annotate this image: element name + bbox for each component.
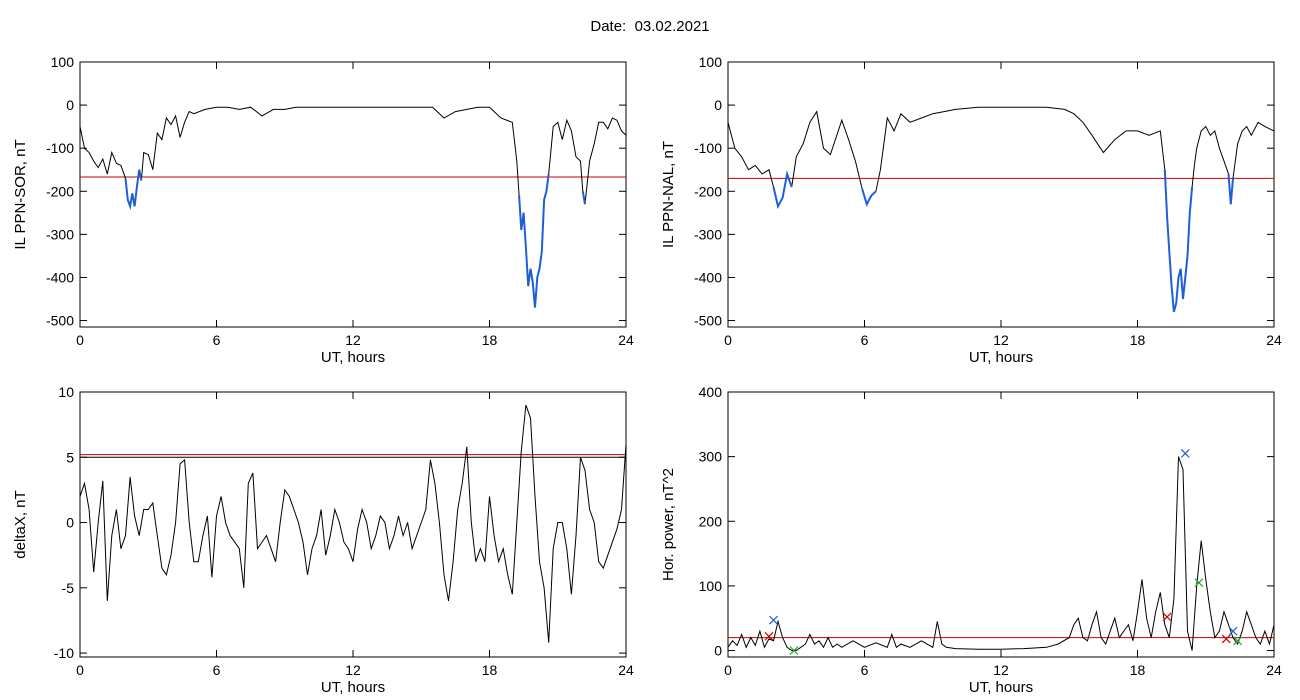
series-line: [80, 404, 626, 643]
x-tick-label: 6: [861, 662, 869, 678]
x-tick-label: 0: [76, 332, 84, 348]
peak-marker: [1228, 626, 1238, 636]
y-tick-label: 200: [699, 513, 723, 529]
peak-marker: [1162, 612, 1172, 622]
y-tick-label: -5: [62, 580, 75, 596]
x-tick-label: 18: [1130, 332, 1146, 348]
peak-marker: [1233, 636, 1243, 646]
chart-panel-1: 0 6 12 18 24 -500 -400 -300 -200 -100 0 100 UT, hour…: [12, 54, 634, 366]
x-tick-label: 18: [482, 332, 498, 348]
series-highlight: [772, 169, 1234, 313]
plot-area: [80, 106, 626, 308]
plot-frame: [79, 391, 627, 658]
y-tick-label: -200: [46, 183, 74, 199]
peak-marker: [769, 615, 778, 625]
x-axis-label: UT, hours: [321, 679, 385, 696]
series-highlight: [124, 169, 586, 308]
chart-panel-4: 0 6 12 18 24 0 100 200 300 400 UT, hours Hor. power…: [660, 384, 1282, 696]
x-tick-label: 0: [724, 332, 732, 348]
y-tick-label: -300: [694, 226, 722, 242]
plot-area: [728, 106, 1274, 313]
y-tick-label: 0: [714, 97, 722, 113]
y-tick-label: 0: [714, 643, 722, 659]
x-tick-label: 6: [213, 662, 221, 678]
y-axis-label: IL PPN-NAL, nT: [660, 141, 677, 248]
x-axis-label: UT, hours: [321, 349, 385, 366]
peak-marker: [1180, 448, 1190, 458]
y-tick-label: 10: [58, 384, 74, 400]
y-axis-label: IL PPN-SOR, nT: [12, 139, 29, 249]
y-tick-label: -400: [46, 269, 74, 285]
x-tick-label: 18: [1130, 662, 1146, 678]
y-tick-label: 0: [66, 515, 74, 531]
y-tick-label: -500: [46, 313, 74, 329]
y-tick-label: 100: [51, 54, 75, 70]
plot-frame: [79, 61, 627, 328]
x-tick-label: 12: [345, 662, 361, 678]
date-label: Date:: [590, 18, 627, 35]
chart-panel-2: 0 6 12 18 24 -500 -400 -300 -200 -100 0 100 UT, hour…: [660, 54, 1282, 366]
x-tick-label: 18: [482, 662, 498, 678]
y-tick-label: 5: [66, 449, 74, 465]
x-axis-label: UT, hours: [969, 349, 1033, 366]
x-tick-label: 24: [1266, 662, 1282, 678]
chart-panel-3: 0 6 12 18 24 -10 -5 0 5 10 UT, hours deltaX, nT: [12, 384, 634, 696]
peak-marker: [789, 646, 799, 655]
x-tick-label: 6: [213, 332, 221, 348]
series-line: [728, 456, 1274, 651]
y-tick-label: -200: [694, 183, 722, 199]
date-value: 03.02.2021: [634, 18, 710, 35]
x-tick-label: 24: [618, 662, 634, 678]
y-tick-label: 0: [66, 97, 74, 113]
y-axis-label: deltaX, nT: [12, 490, 29, 558]
y-tick-label: 100: [699, 54, 723, 70]
x-tick-label: 24: [1266, 332, 1282, 348]
plot-area: [80, 404, 626, 643]
y-tick-label: 300: [699, 449, 723, 465]
x-tick-label: 0: [76, 662, 84, 678]
x-tick-label: 0: [724, 662, 732, 678]
x-tick-label: 12: [993, 332, 1009, 348]
peak-marker: [764, 631, 774, 641]
x-tick-label: 6: [861, 332, 869, 348]
y-tick-label: 400: [699, 384, 723, 400]
x-tick-label: 12: [993, 662, 1009, 678]
x-axis-label: UT, hours: [969, 679, 1033, 696]
page-title: Date: 03.02.2021: [0, 18, 1300, 35]
y-tick-label: 100: [699, 578, 723, 594]
plot-frame: [727, 391, 1275, 658]
y-axis-label: Hor. power, nT^2: [660, 468, 677, 581]
peak-marker: [1221, 634, 1231, 644]
y-tick-label: -300: [46, 226, 74, 242]
y-tick-label: -100: [46, 140, 74, 156]
x-tick-label: 24: [618, 332, 634, 348]
x-tick-label: 12: [345, 332, 361, 348]
y-tick-label: -100: [694, 140, 722, 156]
peak-marker: [1194, 578, 1204, 588]
plot-area: [728, 448, 1274, 655]
y-tick-label: -10: [54, 645, 74, 661]
y-tick-label: -500: [694, 313, 722, 329]
y-tick-label: -400: [694, 269, 722, 285]
series-line: [728, 106, 1274, 313]
